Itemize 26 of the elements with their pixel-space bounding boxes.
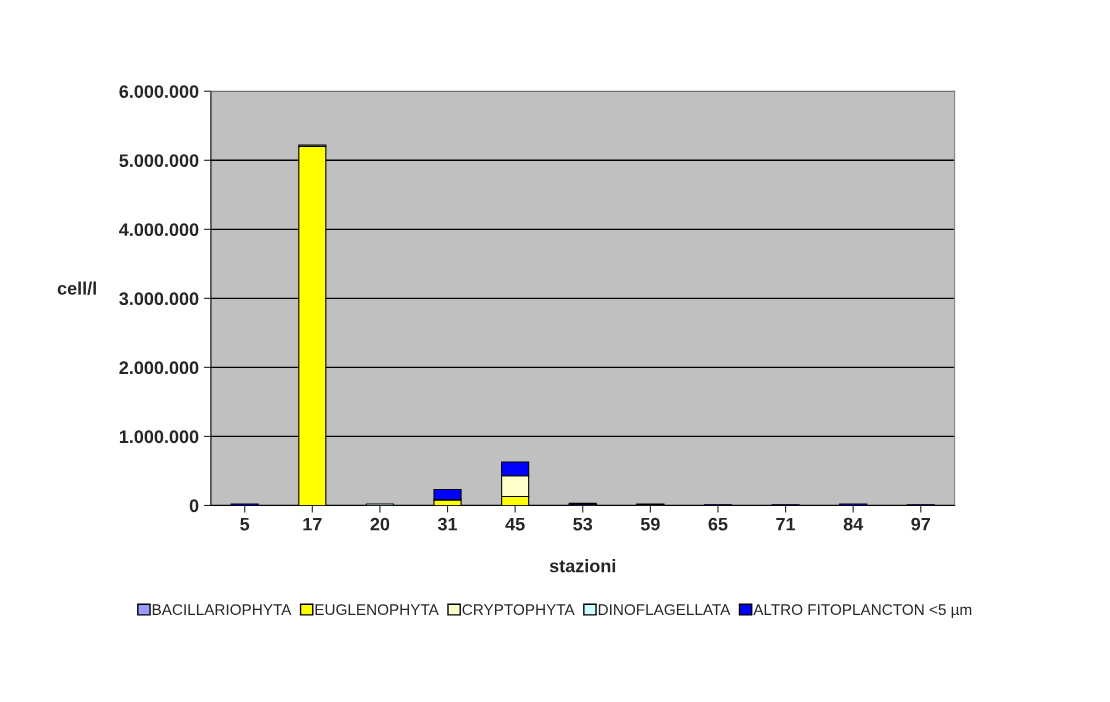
legend-label: DINOFLAGELLATA — [598, 604, 731, 616]
y-tick-label: 5.000.000 — [119, 154, 199, 168]
x-tick-label: 59 — [640, 517, 660, 531]
y-tick-label: 0 — [189, 499, 199, 513]
bar — [433, 489, 462, 501]
x-tick-label: 20 — [370, 517, 390, 531]
x-tick-label: 71 — [776, 517, 796, 531]
x-axis-title: stazioni — [549, 559, 616, 573]
x-tick-label: 53 — [573, 517, 593, 531]
legend-label: EUGLENOPHYTA — [315, 604, 439, 616]
legend-label: ALTRO FITOPLANCTON <5 µm — [753, 604, 972, 619]
x-tick-label: 17 — [303, 517, 322, 531]
legend-label: BACILLARIOPHYTA — [152, 604, 292, 616]
x-tick-label: 97 — [911, 517, 931, 531]
y-tick-label: 3.000.000 — [119, 292, 199, 306]
x-tick-label: 31 — [437, 517, 458, 531]
y-tick-label: 4.000.000 — [119, 223, 199, 237]
x-tick-label: 45 — [505, 517, 525, 531]
y-tick-label: 6.000.000 — [119, 85, 199, 98]
x-tick-label: 84 — [843, 517, 864, 531]
x-tick-label: 5 — [240, 517, 250, 531]
y-axis-title: cell/l — [57, 281, 96, 295]
y-tick-label: 1.000.000 — [119, 430, 199, 444]
legend-label: CRYPTOPHYTA — [462, 604, 575, 616]
x-tick-label: 65 — [708, 517, 728, 531]
y-tick-label: 2.000.000 — [119, 361, 199, 375]
